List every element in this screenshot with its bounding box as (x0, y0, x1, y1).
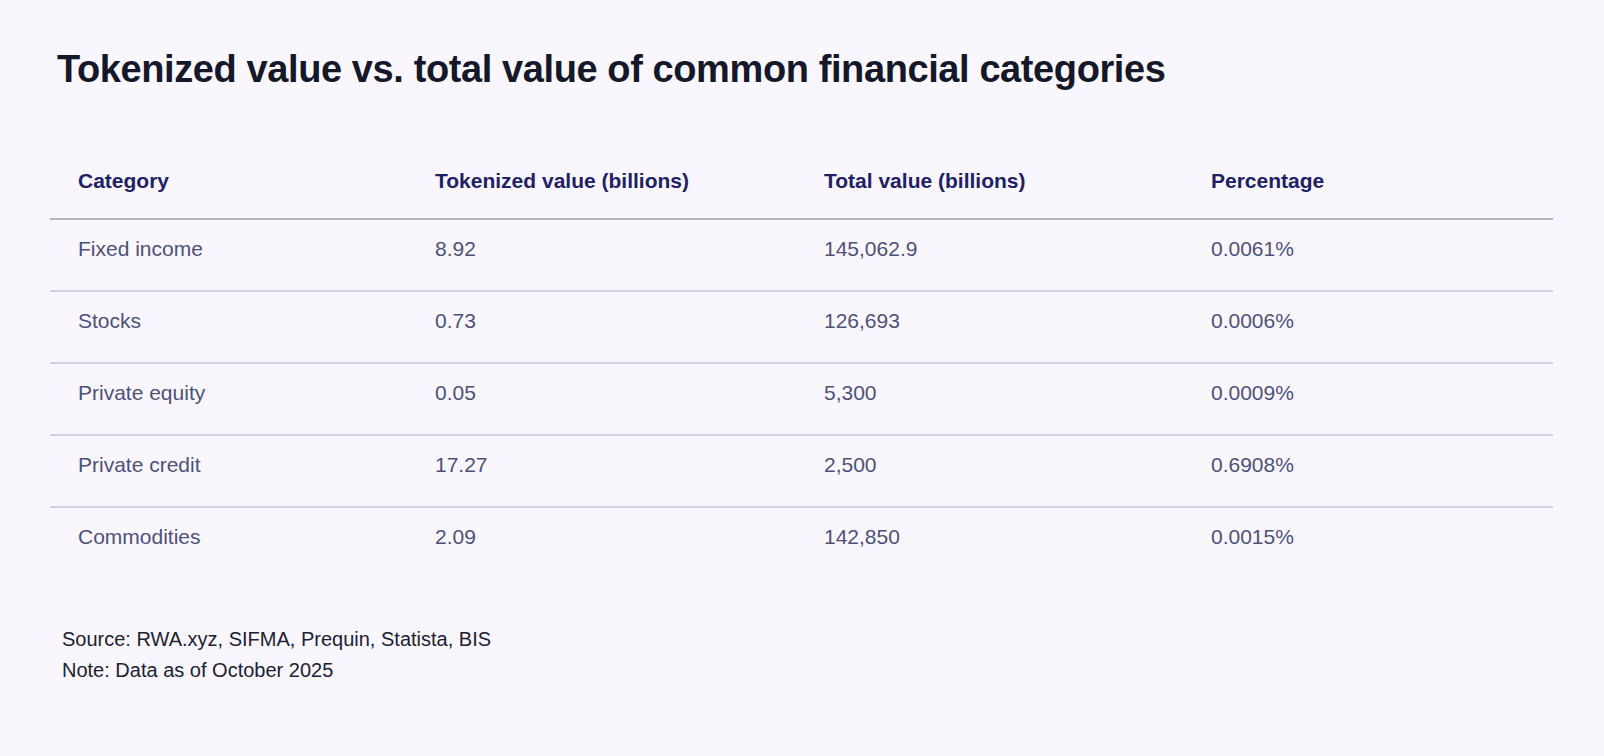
cell-tokenized-value: 0.05 (435, 364, 824, 434)
cell-tokenized-value: 2.09 (435, 508, 824, 580)
cell-total-value: 142,850 (824, 508, 1211, 580)
cell-category: Fixed income (78, 220, 435, 290)
source-note: Source: RWA.xyz, SIFMA, Prequin, Statist… (62, 624, 491, 655)
table-row: Private equity 0.05 5,300 0.0009% (50, 364, 1553, 436)
cell-category: Private credit (78, 436, 435, 506)
cell-percentage: 0.0009% (1211, 364, 1553, 434)
table-header-row: Category Tokenized value (billions) Tota… (50, 142, 1553, 220)
cell-total-value: 5,300 (824, 364, 1211, 434)
table-row: Stocks 0.73 126,693 0.0006% (50, 292, 1553, 364)
chart-title: Tokenized value vs. total value of commo… (57, 48, 1165, 91)
financial-categories-table: Category Tokenized value (billions) Tota… (50, 142, 1553, 580)
data-note: Note: Data as of October 2025 (62, 655, 491, 686)
cell-category: Commodities (78, 508, 435, 580)
chart-footer: Source: RWA.xyz, SIFMA, Prequin, Statist… (62, 624, 491, 686)
cell-tokenized-value: 8.92 (435, 220, 824, 290)
cell-category: Stocks (78, 292, 435, 362)
column-header-total-value: Total value (billions) (824, 142, 1211, 218)
table-row: Private credit 17.27 2,500 0.6908% (50, 436, 1553, 508)
cell-percentage: 0.0006% (1211, 292, 1553, 362)
column-header-tokenized-value: Tokenized value (billions) (435, 142, 824, 218)
cell-percentage: 0.0015% (1211, 508, 1553, 580)
cell-total-value: 2,500 (824, 436, 1211, 506)
table-row: Fixed income 8.92 145,062.9 0.0061% (50, 220, 1553, 292)
cell-percentage: 0.0061% (1211, 220, 1553, 290)
cell-percentage: 0.6908% (1211, 436, 1553, 506)
cell-total-value: 126,693 (824, 292, 1211, 362)
table-row: Commodities 2.09 142,850 0.0015% (50, 508, 1553, 580)
cell-category: Private equity (78, 364, 435, 434)
cell-total-value: 145,062.9 (824, 220, 1211, 290)
cell-tokenized-value: 17.27 (435, 436, 824, 506)
cell-tokenized-value: 0.73 (435, 292, 824, 362)
column-header-category: Category (78, 142, 435, 218)
column-header-percentage: Percentage (1211, 142, 1553, 218)
